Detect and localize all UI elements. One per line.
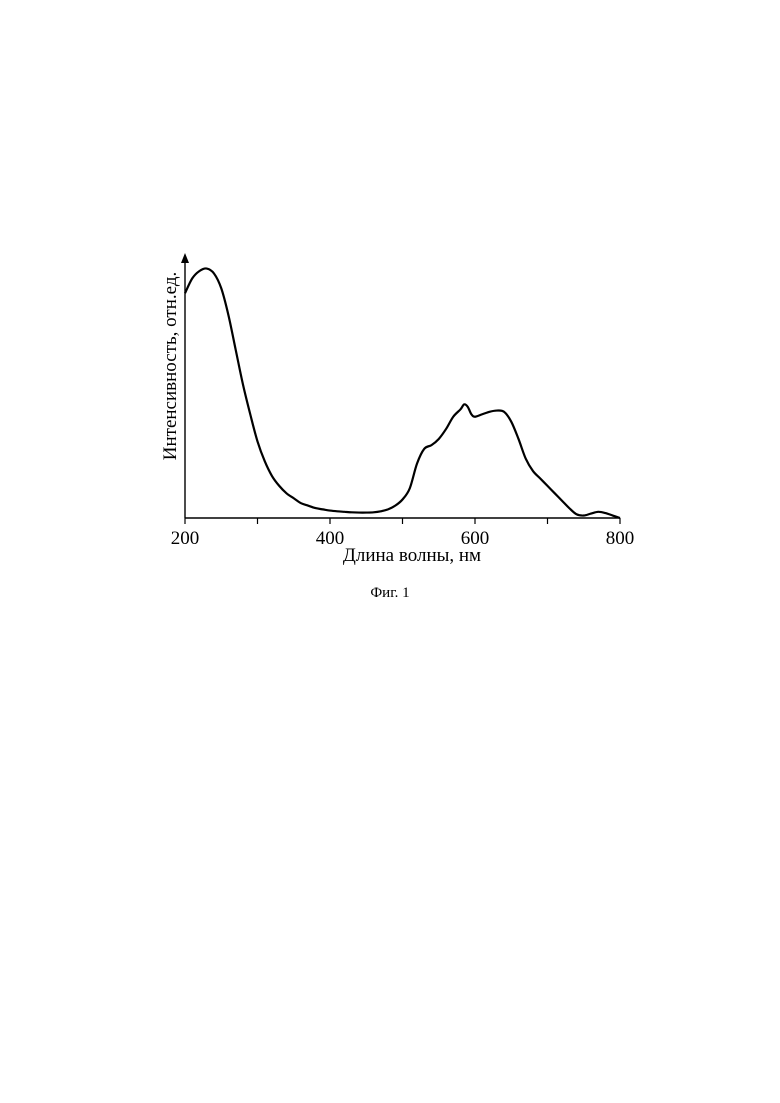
spectrum-line [185,268,620,518]
series-group [185,268,620,518]
x-tick-label: 400 [316,528,345,549]
figure-caption: Фиг. 1 [0,585,780,602]
axes [185,262,620,518]
x-tick-label: 800 [606,528,635,549]
y-axis-label: Интенсивность, отн.ед. [160,272,181,460]
x-axis-label: Длина волны, нм [343,545,481,566]
x-tick-label: 200 [171,528,200,549]
x-ticks [185,518,620,524]
